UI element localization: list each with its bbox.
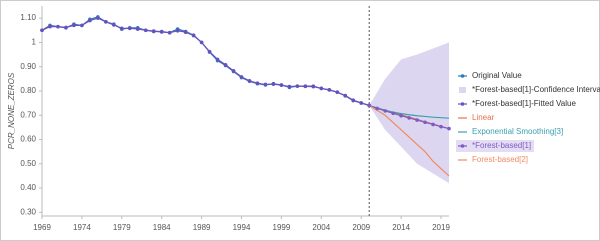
- data-point: [247, 78, 252, 83]
- data-point: [80, 23, 84, 28]
- data-point: [56, 24, 60, 29]
- data-point: [447, 126, 451, 131]
- legend-label: Forest-based[2]: [472, 155, 528, 164]
- y-tick-label: 0.40: [20, 183, 36, 192]
- x-tick-label: 1994: [233, 223, 251, 232]
- legend-label: Exponential Smoothing[3]: [472, 127, 563, 136]
- data-point: [104, 19, 108, 24]
- data-point: [255, 81, 260, 86]
- data-point: [311, 84, 316, 89]
- x-tick-label: 2019: [432, 223, 450, 232]
- data-point: [343, 93, 348, 98]
- series-line: [368, 105, 450, 177]
- y-tick-label: 0.60: [20, 135, 36, 144]
- data-point: [167, 30, 172, 35]
- data-point: [423, 120, 427, 125]
- x-tick-label: 1979: [113, 223, 131, 232]
- y-tick-label: 0.30: [20, 207, 36, 216]
- data-point: [271, 82, 276, 86]
- data-point: [303, 84, 308, 89]
- data-point: [319, 86, 324, 91]
- legend-marker: [460, 144, 465, 148]
- x-tick-label: 1989: [193, 223, 211, 232]
- data-point: [375, 106, 379, 111]
- data-point: [151, 29, 156, 33]
- data-point: [143, 28, 148, 33]
- data-point: [391, 111, 395, 116]
- x-tick-label: 1984: [153, 223, 171, 232]
- legend-swatch: [459, 87, 466, 93]
- legend-label: *Forest-based[1]: [472, 141, 531, 150]
- legend-label: Linear: [472, 113, 495, 122]
- data-point: [431, 122, 435, 127]
- data-point: [351, 98, 356, 102]
- data-point: [64, 25, 68, 30]
- x-tick-label: 1969: [33, 223, 51, 232]
- data-point: [48, 24, 52, 29]
- data-point: [135, 27, 140, 31]
- legend-label: *Forest-based[1]-Confidence Interval: [472, 85, 600, 94]
- legend-highlight: [456, 140, 534, 152]
- data-point: [112, 23, 116, 27]
- data-point: [215, 57, 220, 62]
- data-point: [439, 124, 443, 129]
- data-point: [72, 23, 76, 28]
- x-tick-label: 2009: [352, 223, 370, 232]
- data-point: [335, 90, 340, 94]
- x-tick-label: 2004: [312, 223, 330, 232]
- data-point: [415, 118, 419, 122]
- data-point: [120, 26, 124, 31]
- x-tick-label: 2014: [392, 223, 410, 232]
- data-point: [40, 28, 44, 33]
- data-point: [175, 28, 180, 33]
- legend-label: Original Value: [472, 71, 522, 80]
- y-tick-label: 0.80: [20, 86, 36, 95]
- data-point: [239, 75, 244, 79]
- data-point: [399, 113, 403, 118]
- data-point: [127, 26, 132, 31]
- x-tick-label: 1974: [73, 223, 91, 232]
- data-point: [159, 30, 164, 34]
- y-tick-label: 1.10: [20, 13, 36, 22]
- data-point: [383, 109, 387, 113]
- legend-marker: [460, 102, 465, 106]
- data-point: [96, 16, 100, 20]
- x-tick-label: 1999: [273, 223, 291, 232]
- y-tick-label: 0.90: [20, 62, 36, 71]
- data-point: [223, 62, 228, 67]
- data-point: [231, 69, 236, 73]
- legend-label: *Forest-based[1]-Fitted Value: [472, 99, 576, 108]
- data-point: [191, 33, 196, 38]
- y-axis-label: PCR_NONE_ZEROS: [7, 72, 16, 149]
- data-point: [407, 116, 411, 120]
- y-tick-label: 0.70: [20, 110, 36, 119]
- confidence-band: [369, 42, 449, 184]
- y-tick-label: 1: [32, 38, 37, 47]
- data-point: [183, 30, 188, 35]
- y-tick-label: 0.50: [20, 159, 36, 168]
- data-point: [287, 84, 292, 89]
- data-point: [327, 88, 332, 92]
- legend-marker: [460, 74, 465, 78]
- data-point: [263, 82, 268, 87]
- data-point: [295, 84, 300, 88]
- data-point: [279, 83, 284, 87]
- data-point: [207, 49, 212, 54]
- data-point: [359, 101, 364, 105]
- data-point: [367, 103, 371, 108]
- data-point: [88, 18, 92, 23]
- data-point: [199, 40, 204, 45]
